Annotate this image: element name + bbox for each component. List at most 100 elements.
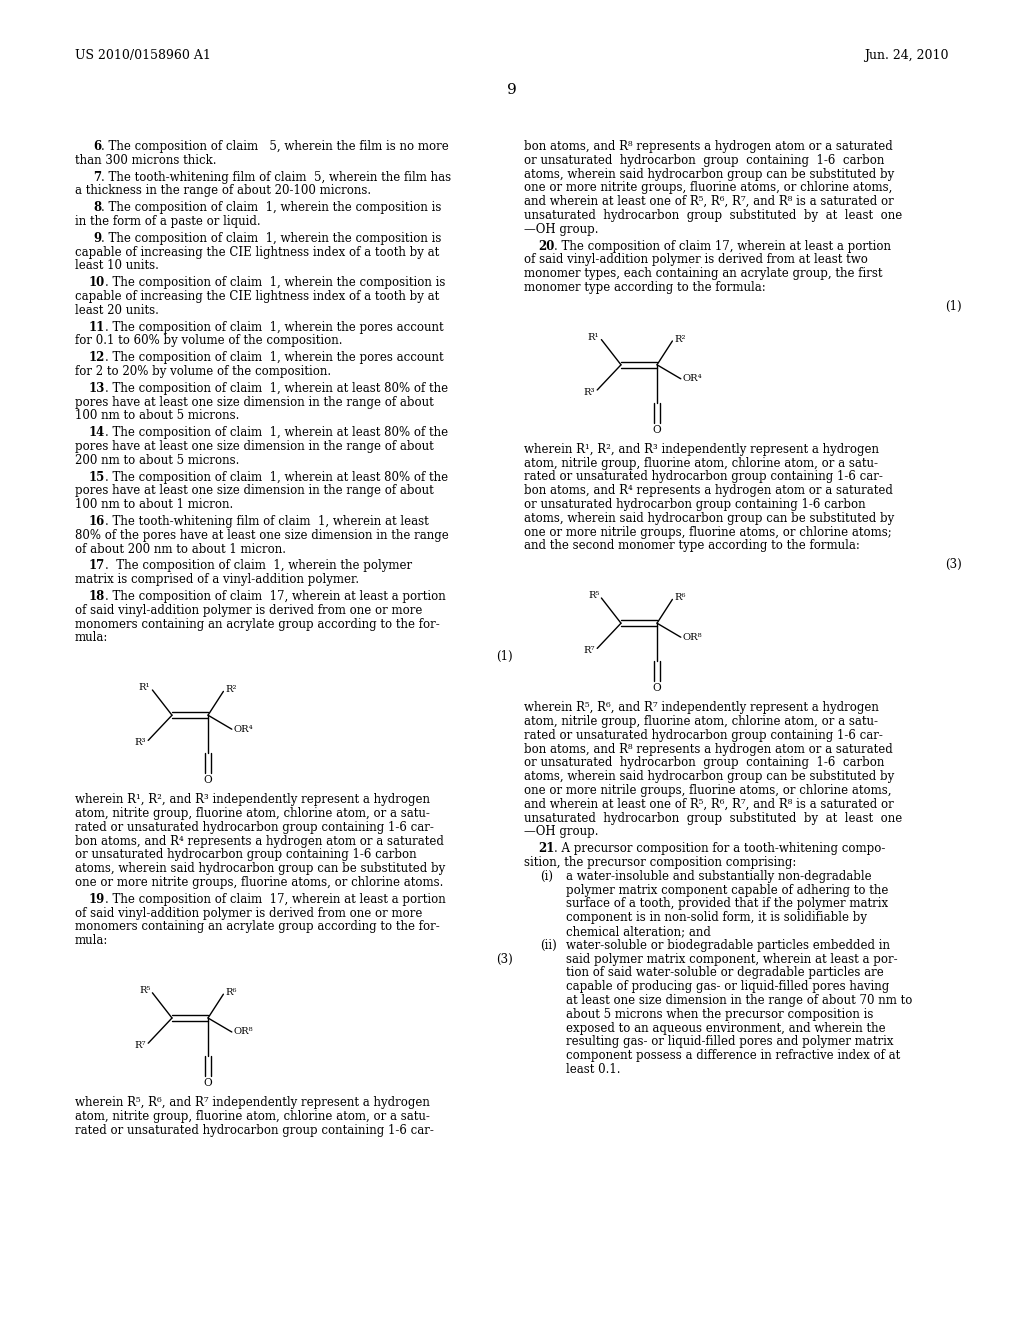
Text: and the second monomer type according to the formula:: and the second monomer type according to… [524,540,860,552]
Text: 12: 12 [89,351,105,364]
Text: 9: 9 [93,232,101,244]
Text: Jun. 24, 2010: Jun. 24, 2010 [864,49,949,62]
Text: or unsaturated  hydrocarbon  group  containing  1-6  carbon: or unsaturated hydrocarbon group contain… [524,756,885,770]
Text: R³: R³ [135,738,146,747]
Text: of said vinyl-addition polymer is derived from one or more: of said vinyl-addition polymer is derive… [75,603,422,616]
Text: monomer types, each containing an acrylate group, the first: monomer types, each containing an acryla… [524,267,883,280]
Text: tion of said water-soluble or degradable particles are: tion of said water-soluble or degradable… [566,966,884,979]
Text: . A precursor composition for a tooth-whitening compo-: . A precursor composition for a tooth-wh… [554,842,886,855]
Text: mula:: mula: [75,631,109,644]
Text: capable of increasing the CIE lightness index of a tooth by at: capable of increasing the CIE lightness … [75,290,439,304]
Text: rated or unsaturated hydrocarbon group containing 1-6 car-: rated or unsaturated hydrocarbon group c… [524,470,883,483]
Text: of said vinyl-addition polymer is derived from at least two: of said vinyl-addition polymer is derive… [524,253,868,267]
Text: 7: 7 [93,170,101,183]
Text: atoms, wherein said hydrocarbon group can be substituted by: atoms, wherein said hydrocarbon group ca… [524,168,894,181]
Text: in the form of a paste or liquid.: in the form of a paste or liquid. [75,215,261,228]
Text: wherein R¹, R², and R³ independently represent a hydrogen: wherein R¹, R², and R³ independently rep… [524,442,879,455]
Text: 100 nm to about 5 microns.: 100 nm to about 5 microns. [75,409,240,422]
Text: 200 nm to about 5 microns.: 200 nm to about 5 microns. [75,454,240,467]
Text: 18: 18 [89,590,105,603]
Text: sition, the precursor composition comprising:: sition, the precursor composition compri… [524,855,797,869]
Text: unsaturated  hydrocarbon  group  substituted  by  at  least  one: unsaturated hydrocarbon group substitute… [524,812,902,825]
Text: OR⁴: OR⁴ [233,725,253,734]
Text: R⁵: R⁵ [139,986,151,995]
Text: . The tooth-whitening film of claim  1, wherein at least: . The tooth-whitening film of claim 1, w… [105,515,429,528]
Text: 9: 9 [507,83,517,96]
Text: 80% of the pores have at least one size dimension in the range: 80% of the pores have at least one size … [75,529,449,541]
Text: 100 nm to about 1 micron.: 100 nm to about 1 micron. [75,498,233,511]
Text: capable of increasing the CIE lightness index of a tooth by at: capable of increasing the CIE lightness … [75,246,439,259]
Text: 17: 17 [89,560,105,573]
Text: . The composition of claim  1, wherein the pores account: . The composition of claim 1, wherein th… [105,351,443,364]
Text: . The composition of claim  17, wherein at least a portion: . The composition of claim 17, wherein a… [105,590,445,603]
Text: . The composition of claim  1, wherein at least 80% of the: . The composition of claim 1, wherein at… [105,471,449,483]
Text: for 0.1 to 60% by volume of the composition.: for 0.1 to 60% by volume of the composit… [75,334,342,347]
Text: R⁷: R⁷ [135,1040,146,1049]
Text: 8: 8 [93,201,101,214]
Text: OR⁸: OR⁸ [233,1027,253,1036]
Text: or unsaturated  hydrocarbon  group  containing  1-6  carbon: or unsaturated hydrocarbon group contain… [524,154,885,166]
Text: (i): (i) [540,870,553,883]
Text: and wherein at least one of R⁵, R⁶, R⁷, and R⁸ is a saturated or: and wherein at least one of R⁵, R⁶, R⁷, … [524,797,894,810]
Text: atom, nitrite group, fluorine atom, chlorine atom, or a satu-: atom, nitrite group, fluorine atom, chlo… [75,807,430,820]
Text: rated or unsaturated hydrocarbon group containing 1-6 car-: rated or unsaturated hydrocarbon group c… [75,821,434,834]
Text: 10: 10 [89,276,105,289]
Text: 13: 13 [89,381,105,395]
Text: .  The composition of claim  1, wherein the polymer: . The composition of claim 1, wherein th… [105,560,412,573]
Text: . The composition of claim  1, wherein the composition is: . The composition of claim 1, wherein th… [105,276,445,289]
Text: 19: 19 [89,892,105,906]
Text: least 10 units.: least 10 units. [75,260,159,272]
Text: (1): (1) [945,300,962,313]
Text: US 2010/0158960 A1: US 2010/0158960 A1 [75,49,211,62]
Text: matrix is comprised of a vinyl-addition polymer.: matrix is comprised of a vinyl-addition … [75,573,359,586]
Text: one or more nitrile groups, fluorine atoms, or chlorine atoms,: one or more nitrile groups, fluorine ato… [524,784,892,797]
Text: monomer type according to the formula:: monomer type according to the formula: [524,281,766,294]
Text: atoms, wherein said hydrocarbon group can be substituted by: atoms, wherein said hydrocarbon group ca… [75,862,445,875]
Text: chemical alteration; and: chemical alteration; and [566,925,711,939]
Text: polymer matrix component capable of adhering to the: polymer matrix component capable of adhe… [566,883,889,896]
Text: resulting gas- or liquid-filled pores and polymer matrix: resulting gas- or liquid-filled pores an… [566,1035,894,1048]
Text: component possess a difference in refractive index of at: component possess a difference in refrac… [566,1049,900,1063]
Text: —OH group.: —OH group. [524,223,598,236]
Text: a thickness in the range of about 20-100 microns.: a thickness in the range of about 20-100… [75,185,371,198]
Text: —OH group.: —OH group. [524,825,598,838]
Text: 14: 14 [89,426,105,440]
Text: R¹: R¹ [139,684,151,693]
Text: or unsaturated hydrocarbon group containing 1-6 carbon: or unsaturated hydrocarbon group contain… [524,498,865,511]
Text: . The composition of claim  1, wherein the composition is: . The composition of claim 1, wherein th… [101,201,441,214]
Text: at least one size dimension in the range of about 70 nm to: at least one size dimension in the range… [566,994,912,1007]
Text: . The tooth-whitening film of claim  5, wherein the film has: . The tooth-whitening film of claim 5, w… [101,170,452,183]
Text: (1): (1) [497,651,513,663]
Text: wherein R⁵, R⁶, and R⁷ independently represent a hydrogen: wherein R⁵, R⁶, and R⁷ independently rep… [75,1096,430,1109]
Text: component is in non-solid form, it is solidifiable by: component is in non-solid form, it is so… [566,911,867,924]
Text: . The composition of claim  1, wherein at least 80% of the: . The composition of claim 1, wherein at… [105,426,449,440]
Text: capable of producing gas- or liquid-filled pores having: capable of producing gas- or liquid-fill… [566,981,889,993]
Text: bon atoms, and R⁴ represents a hydrogen atom or a saturated: bon atoms, and R⁴ represents a hydrogen … [524,484,893,498]
Text: unsaturated  hydrocarbon  group  substituted  by  at  least  one: unsaturated hydrocarbon group substitute… [524,209,902,222]
Text: atom, nitrile group, fluorine atom, chlorine atom, or a satu-: atom, nitrile group, fluorine atom, chlo… [524,715,878,729]
Text: one or more nitrile groups, fluorine atoms, or chlorine atoms;: one or more nitrile groups, fluorine ato… [524,525,892,539]
Text: wherein R¹, R², and R³ independently represent a hydrogen: wherein R¹, R², and R³ independently rep… [75,793,430,807]
Text: about 5 microns when the precursor composition is: about 5 microns when the precursor compo… [566,1007,873,1020]
Text: O: O [652,684,662,693]
Text: (3): (3) [945,558,962,572]
Text: or unsaturated hydrocarbon group containing 1-6 carbon: or unsaturated hydrocarbon group contain… [75,849,417,862]
Text: pores have at least one size dimension in the range of about: pores have at least one size dimension i… [75,484,434,498]
Text: 20: 20 [538,240,554,252]
Text: least 0.1.: least 0.1. [566,1063,621,1076]
Text: R⁷: R⁷ [584,645,595,655]
Text: O: O [204,1078,212,1088]
Text: 21: 21 [538,842,554,855]
Text: 16: 16 [89,515,105,528]
Text: a water-insoluble and substantially non-degradable: a water-insoluble and substantially non-… [566,870,871,883]
Text: wherein R⁵, R⁶, and R⁷ independently represent a hydrogen: wherein R⁵, R⁶, and R⁷ independently rep… [524,701,879,714]
Text: R⁶: R⁶ [675,593,686,602]
Text: for 2 to 20% by volume of the composition.: for 2 to 20% by volume of the compositio… [75,366,331,378]
Text: R⁶: R⁶ [225,987,237,997]
Text: . The composition of claim  1, wherein the composition is: . The composition of claim 1, wherein th… [101,232,441,244]
Text: surface of a tooth, provided that if the polymer matrix: surface of a tooth, provided that if the… [566,898,888,911]
Text: atoms, wherein said hydrocarbon group can be substituted by: atoms, wherein said hydrocarbon group ca… [524,512,894,525]
Text: R⁵: R⁵ [588,591,599,601]
Text: atom, nitrile group, fluorine atom, chlorine atom, or a satu-: atom, nitrile group, fluorine atom, chlo… [524,457,878,470]
Text: rated or unsaturated hydrocarbon group containing 1-6 car-: rated or unsaturated hydrocarbon group c… [75,1123,434,1137]
